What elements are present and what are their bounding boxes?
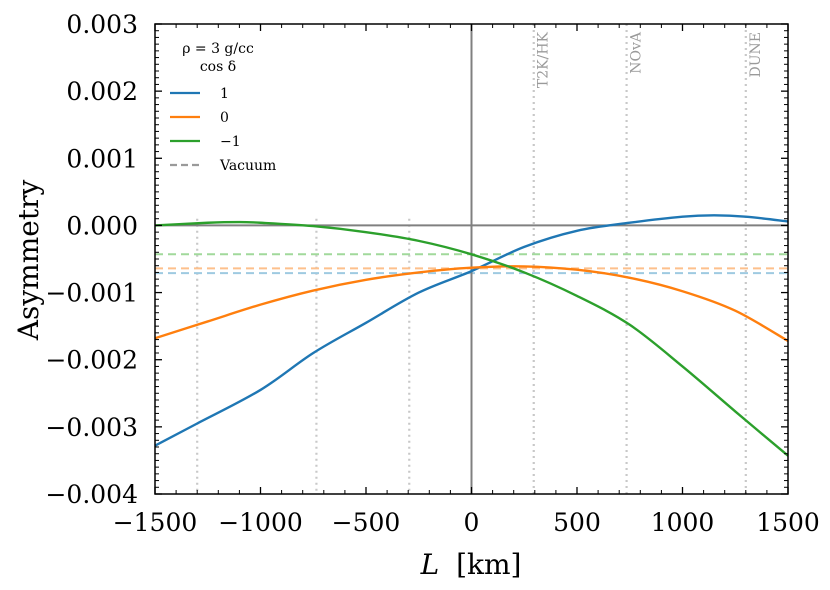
- legend-title-cosdelta: cos δ: [200, 59, 236, 75]
- legend-title-density: ρ = 3 g/cc: [182, 41, 254, 57]
- legend-label-cos-1: 1: [220, 86, 229, 102]
- y-tick-label-3: 0.000: [66, 211, 138, 240]
- legend-label-cos-minus-1: −1: [220, 134, 241, 150]
- x-axis-variable: L: [420, 548, 440, 581]
- x-tick-label-5: 1000: [651, 508, 715, 537]
- x-tick-label-3: 0: [464, 508, 480, 537]
- guide-lines: [196, 24, 747, 494]
- y-tick-label-7: −0.004: [45, 480, 138, 509]
- y-tick-label-4: −0.001: [45, 279, 138, 308]
- x-tick-label-4: 500: [553, 508, 601, 537]
- y-axis-title: Asymmetry: [12, 180, 45, 342]
- y-tick-label-2: 0.001: [66, 144, 138, 173]
- legend-label-cos-0: 0: [220, 110, 229, 126]
- x-tick-label-0: −1500: [113, 508, 198, 537]
- series-line-cos-minus-1: [154, 220, 789, 457]
- x-tick-label-1: −1000: [218, 508, 303, 537]
- x-axis-unit: [km]: [456, 548, 521, 581]
- series-lines: [154, 214, 789, 457]
- x-tick-label-2: −500: [332, 508, 401, 537]
- experiment-labels: T2K/HK NOvA DUNE: [536, 31, 764, 88]
- x-axis-title: L [km]: [420, 548, 522, 581]
- legend: ρ = 3 g/cc cos δ 1 0 −1 Vacuum: [170, 41, 276, 174]
- y-tick-label-1: 0.002: [66, 77, 138, 106]
- experiment-label-t2k-hk: T2K/HK: [536, 31, 552, 88]
- series-line-cos-0: [154, 265, 789, 342]
- zero-lines: [155, 24, 788, 494]
- y-tick-label-0: 0.003: [66, 10, 138, 39]
- y-tick-label-5: −0.002: [45, 346, 138, 375]
- axis-labels: −1500 −1000 −500 0 500 1000 1500 0.003 0.002 0.00…: [45, 10, 819, 537]
- series-line-cos-1: [154, 214, 789, 447]
- y-tick-label-6: −0.003: [45, 413, 138, 442]
- legend-label-vacuum: Vacuum: [219, 158, 276, 174]
- x-tick-label-6: 1500: [756, 508, 820, 537]
- experiment-label-dune: DUNE: [748, 32, 764, 78]
- experiment-label-nova: NOvA: [629, 31, 645, 74]
- axis-ticks: [154, 23, 789, 495]
